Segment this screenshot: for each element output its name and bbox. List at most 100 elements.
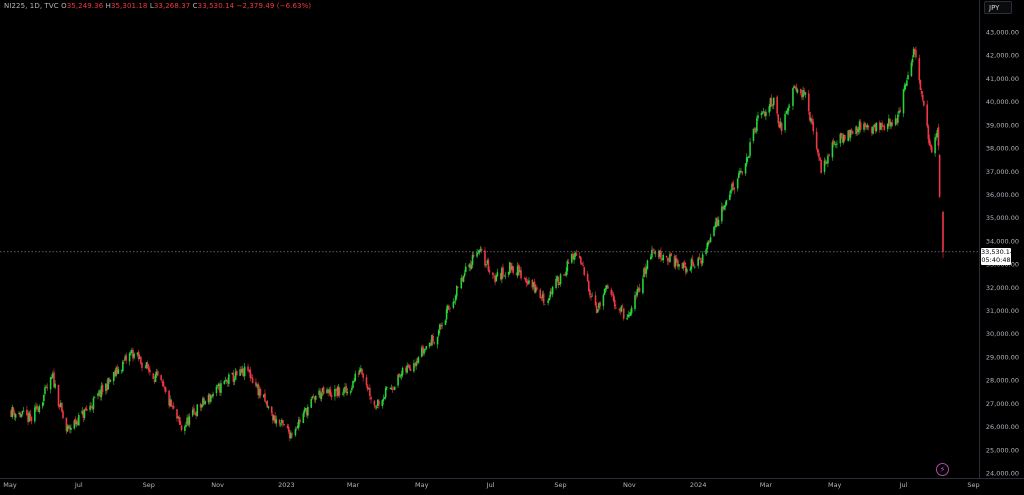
candle-body [549,291,552,297]
candle-body [117,369,120,374]
candle-body [414,363,416,365]
price-tick-label: 43,000.00 [986,29,1019,37]
time-tick-label: Sep [967,481,979,489]
candle-body [700,260,703,265]
candle-body [841,137,844,143]
candle-body [557,276,560,286]
candle-body [381,400,384,407]
candle-body [335,388,337,390]
candle-body [564,274,566,276]
candle-body [551,286,554,295]
candle-body [461,277,464,282]
candle-body [124,356,126,361]
ohlc-legend: NI225, 1D, TVC O35,249.36 H35,301.18 L33… [4,2,311,10]
candle-body [82,411,85,418]
candle-body [314,395,317,400]
candle-body [352,381,354,389]
price-tick-label: 41,000.00 [986,75,1019,83]
candle-body [304,408,307,411]
candle-body [627,314,630,318]
candle-body [433,342,435,344]
candle-body [99,391,102,398]
candle-body [709,237,712,242]
candle-body [240,369,243,373]
candle-body [771,105,774,107]
candle-body [66,426,69,432]
candle-body [847,130,850,142]
candle-body [136,352,139,355]
candle-body [141,362,143,368]
candle-body [225,380,228,381]
candle-body [291,434,293,436]
candle-body [416,361,419,364]
close-value: 33,530.14 [197,2,235,10]
candle-body [73,420,76,429]
candle-body [413,363,415,372]
candle-body [233,378,236,382]
candle-body [662,254,665,261]
candle-body [678,264,680,267]
candle-body [591,295,593,297]
candle-body [184,426,186,431]
candle-body [432,335,434,342]
candle-body [910,62,913,76]
candle-body [202,398,204,406]
candle-body [485,264,487,266]
candle-body [840,133,843,138]
candle-body [740,171,742,173]
candle-body [555,279,557,288]
candle-body [902,89,905,114]
candle-body [715,217,718,227]
candle-body [351,388,353,391]
time-tick-label: Nov [211,481,224,489]
candle-body [807,93,810,112]
candle-body [748,156,750,158]
candle-body [35,406,37,408]
time-axis[interactable]: May Jul Sep Nov 2023 Mar May Jul Sep Nov 2024 Mar Ma… [3,481,979,489]
candle-body [216,385,219,387]
candle-body [250,377,253,378]
candle-body [533,281,536,293]
candle-body [661,259,663,260]
candle-body [756,118,758,132]
candle-body [263,394,265,398]
candle-body [274,415,276,424]
candle-body [406,365,408,373]
candle-body [188,416,191,425]
price-tick-label: 34,000.00 [986,237,1019,245]
candle-body [100,386,103,397]
candle-body [653,251,655,254]
candle-body [779,121,782,128]
lightning-icon[interactable]: ⚡ [936,463,949,476]
candle-body [84,408,87,411]
candle-body [721,206,723,222]
time-tick-label: May [415,481,429,489]
price-tick-label: 28,000.00 [986,377,1019,385]
candle-body [343,388,345,394]
currency-button[interactable]: JPY [984,1,1012,14]
candle-body [361,368,363,375]
candle-body [566,261,569,272]
candle-body [281,419,283,424]
candle-body [101,384,104,392]
candle-body [462,275,465,282]
candle-body [54,383,56,388]
price-tick-label: 38,000.00 [986,145,1019,153]
candle-body [793,86,795,89]
candle-body [241,368,244,373]
candle-body [580,257,582,264]
candle-body [811,119,813,124]
candle-body [635,294,637,297]
candle-body [22,410,25,412]
candle-body [496,272,499,277]
symbol-label[interactable]: NI225, 1D, TVC [4,2,59,10]
candle-body [800,88,802,94]
candle-body [850,129,853,133]
candle-body [354,373,357,382]
candle-body [581,262,583,265]
candle-body [430,342,432,345]
candle-body [824,161,827,164]
candle-body [934,137,936,154]
